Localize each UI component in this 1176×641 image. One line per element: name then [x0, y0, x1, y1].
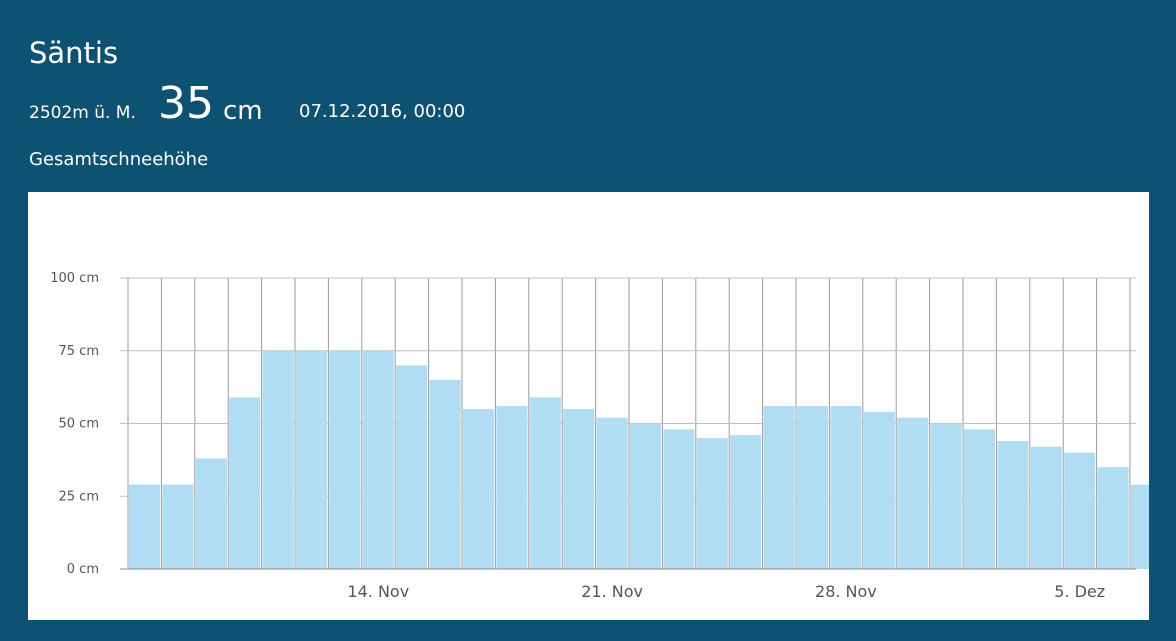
bar [997, 440, 1029, 569]
bar [362, 350, 394, 569]
bar [897, 417, 929, 569]
bar [129, 484, 160, 569]
bar [596, 417, 628, 569]
bar [229, 397, 261, 569]
bar [329, 350, 361, 569]
bar [663, 429, 695, 569]
bar [1030, 446, 1062, 569]
y-tick-label: 50 cm [59, 417, 100, 432]
bar [830, 406, 862, 569]
snow-depth-value: 35 [158, 78, 214, 129]
y-tick-label: 100 cm [50, 271, 99, 286]
bar [630, 423, 661, 569]
bar [964, 429, 995, 569]
bar [863, 411, 895, 569]
measurement-timestamp: 07.12.2016, 00:00 [299, 101, 466, 122]
bar [563, 408, 595, 569]
station-altitude: 2502m ü. M. [29, 103, 136, 123]
bar [696, 438, 728, 569]
bar [797, 406, 828, 569]
chart-svg: 0 cm 25 cm 50 cm 75 cm 100 cm 14. Nov 21. Nov 2… [50, 271, 1149, 601]
bar [529, 397, 561, 569]
bar [429, 379, 461, 569]
x-tick-label: 5. Dez [1054, 582, 1105, 601]
x-tick-label: 28. Nov [815, 582, 877, 601]
bar [730, 435, 762, 569]
bar [1064, 452, 1096, 569]
bar [496, 406, 528, 569]
y-tick-label: 0 cm [67, 562, 99, 577]
bar [763, 406, 795, 569]
snow-depth-unit: cm [223, 96, 263, 126]
bar [1097, 467, 1129, 569]
bar [1131, 484, 1149, 569]
x-tick-label: 21. Nov [581, 582, 643, 601]
station-name: Säntis [29, 36, 119, 70]
metric-label: Gesamtschneehöhe [29, 149, 209, 170]
bar [296, 350, 327, 569]
y-tick-label: 75 cm [59, 344, 100, 359]
bar [162, 484, 194, 569]
bar [195, 458, 227, 569]
bar [930, 423, 962, 569]
x-tick-label: 14. Nov [347, 582, 409, 601]
bar [396, 365, 428, 569]
station-meta: 2502m ü. M. 35 cm 07.12.2016, 00:00 [29, 78, 729, 129]
bar [463, 408, 494, 569]
y-tick-label: 25 cm [59, 489, 100, 504]
snow-depth-chart: 0 cm 25 cm 50 cm 75 cm 100 cm 14. Nov 21. Nov 2… [28, 192, 1149, 620]
bar [262, 350, 294, 569]
